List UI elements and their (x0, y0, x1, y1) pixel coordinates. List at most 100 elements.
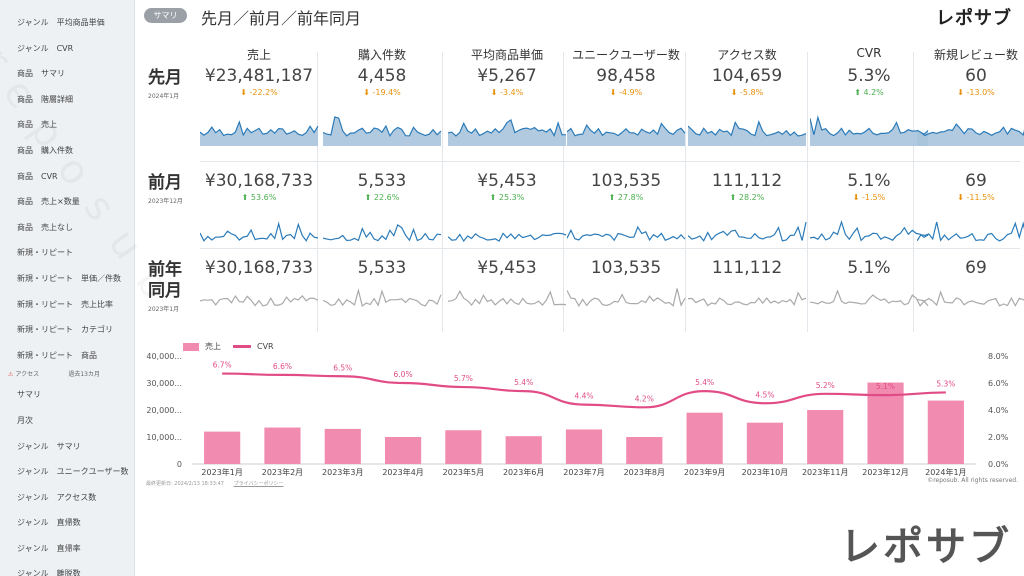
sidebar-item[interactable]: サマリ (17, 390, 41, 400)
x-tick-label: 2023年1月 (201, 467, 242, 477)
sparkline (323, 288, 442, 308)
y-right-tick-label: 4.0% (988, 406, 1009, 415)
kpi-value: 104,659 (711, 66, 783, 86)
sparkline (448, 118, 567, 146)
kpi-value: ¥30,168,733 (204, 258, 314, 278)
logo: レポサブ (936, 8, 1012, 29)
kpi-value: ¥5,453 (477, 171, 537, 191)
cvr-data-label: 5.4% (695, 378, 714, 387)
sparkline (567, 288, 686, 307)
arrow-up-icon: ⬆ (364, 193, 372, 202)
kpi-value: 5.3% (847, 66, 891, 86)
sidebar-item[interactable]: ジャンル 直帰数 (17, 518, 81, 528)
sidebar-item[interactable]: 商品 CVR (17, 171, 58, 181)
sidebar-item[interactable]: 商品 売上×数量 (17, 197, 80, 207)
row-title: 前月 (148, 173, 182, 193)
sidebar-item[interactable]: ジャンル ユニークユーザー数 (17, 467, 129, 477)
sidebar-item[interactable]: 商品 購入件数 (17, 145, 73, 155)
sparkline (810, 220, 929, 242)
column-divider (442, 52, 443, 332)
arrow-down-icon: ⬇ (730, 88, 738, 97)
sidebar-item[interactable]: 商品 売上 (17, 120, 57, 130)
sidebar-item[interactable]: ジャンル アクセス数 (17, 492, 97, 502)
bar-sales (445, 430, 482, 464)
kpi-change-value: -11.5% (966, 193, 995, 202)
row-divider (200, 248, 1020, 249)
kpi-value: 60 (965, 66, 987, 86)
kpi-change: ⬇ -19.4% (323, 88, 441, 97)
x-tick-label: 2023年10月 (742, 467, 789, 477)
column-divider (807, 52, 808, 332)
cvr-data-label: 6.7% (213, 361, 232, 370)
last-updated: 最終更新日: 2024/2/13 18:33:47 (146, 481, 224, 487)
sparkline (323, 116, 442, 146)
sidebar-item[interactable]: 新規・リピート カテゴリ (17, 325, 113, 335)
sidebar-item[interactable]: 新規・リピート 単価／件数 (17, 273, 121, 283)
x-tick-label: 2023年5月 (443, 467, 484, 477)
sidebar-item[interactable]: ジャンル サマリ (17, 441, 81, 451)
kpi-change-value: -3.4% (500, 88, 524, 97)
cvr-data-label: 5.4% (514, 378, 533, 387)
privacy-policy-link[interactable]: プライバシーポリシー (233, 481, 284, 487)
kpi-cell: ¥30,168,733 ⬆ 53.6% (200, 171, 318, 202)
sidebar-item[interactable]: ジャンル 直帰率 (17, 543, 81, 553)
bar-sales (746, 422, 784, 464)
row-title-2: 同月 (148, 281, 182, 301)
column-header: 購入件数 (357, 48, 406, 62)
kpi-cell: 103,535 (567, 258, 685, 278)
bar-sales (565, 429, 603, 464)
arrow-down-icon: ⬇ (490, 88, 498, 97)
chart-legend: 売上 CVR (183, 341, 274, 352)
sparkline (200, 221, 319, 242)
sidebar-section-access: ⚠ アクセス 過去13カ月 (0, 368, 134, 382)
sparkline (917, 123, 1024, 146)
legend-label-cvr: CVR (257, 342, 274, 351)
y-left-tick-label: 20,000... (146, 406, 182, 415)
kpi-cell: ¥5,453 (448, 258, 566, 278)
sparkline (567, 122, 686, 146)
kpi-cell: 5,533 (323, 258, 441, 278)
sidebar-item[interactable]: 新規・リピート 商品 (17, 350, 97, 360)
kpi-cell: 98,458 ⬇ -4.9% (567, 66, 685, 97)
sidebar-item[interactable]: ジャンル 平均商品単価 (17, 18, 105, 27)
y-left-tick-label: 40,000... (146, 352, 182, 361)
kpi-value: 69 (965, 258, 987, 278)
sidebar-item[interactable]: ジャンル CVR (17, 43, 74, 53)
x-tick-label: 2023年6月 (503, 467, 544, 477)
sidebar-item[interactable]: ジャンル 離脱数 (17, 569, 81, 576)
row-date: 2023年1月 (148, 306, 180, 313)
column-header: アクセス数 (717, 48, 777, 62)
kpi-change-value: -5.8% (740, 88, 764, 97)
arrow-up-icon: ⬆ (489, 193, 497, 202)
kpi-change: ⬆ 25.3% (448, 193, 566, 202)
sidebar-item[interactable]: 商品 売上なし (17, 222, 73, 232)
arrow-down-icon: ⬇ (852, 193, 860, 202)
column-divider (913, 52, 914, 332)
sidebar-item[interactable]: 商品 サマリ (17, 69, 65, 79)
kpi-change-value: -22.2% (249, 88, 278, 97)
sparkline (810, 289, 929, 307)
sparkline (323, 223, 442, 242)
sidebar-item[interactable]: 新規・リピート (17, 248, 73, 258)
sidebar-item[interactable]: 商品 階層詳細 (17, 94, 73, 104)
cvr-data-label: 6.0% (394, 370, 413, 379)
kpi-value: 103,535 (590, 171, 662, 191)
bar-sales (686, 412, 723, 464)
legend-label-sales: 売上 (205, 342, 221, 351)
header: サマリ 先月／前月／前年同月 レポサブ (135, 0, 1024, 32)
cvr-data-label: 4.4% (574, 392, 593, 401)
kpi-change-value: -4.9% (619, 88, 643, 97)
kpi-change-value: 27.8% (617, 193, 644, 202)
kpi-value: 5.1% (847, 258, 891, 278)
row-title: 前年 (148, 260, 182, 280)
sidebar-item[interactable]: 新規・リピート 売上比率 (17, 299, 113, 309)
sparkline (200, 294, 319, 307)
kpi-cell: ¥5,453 ⬆ 25.3% (448, 171, 566, 202)
summary-badge[interactable]: サマリ (144, 8, 187, 23)
y-right-tick-label: 0.0% (988, 460, 1009, 469)
bar-sales (264, 427, 301, 464)
sidebar-item[interactable]: 月次 (17, 415, 33, 425)
kpi-change: ⬇ -4.9% (567, 88, 685, 97)
arrow-up-icon: ⬆ (729, 193, 737, 202)
section-note: 過去13カ月 (68, 371, 100, 379)
